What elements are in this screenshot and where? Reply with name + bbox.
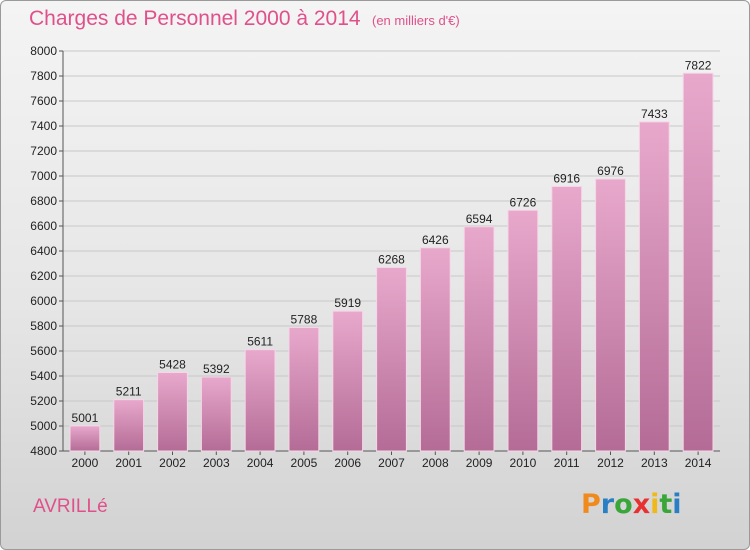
y-tick-label: 6600 xyxy=(30,219,57,233)
x-tick-label: 2003 xyxy=(203,456,230,470)
y-tick-label: 5400 xyxy=(30,369,57,383)
bar-2007 xyxy=(376,267,407,452)
data-label-2012: 6976 xyxy=(597,164,624,178)
x-tick-label: 2012 xyxy=(597,456,624,470)
data-label-2002: 5428 xyxy=(159,358,186,372)
data-label-2000: 5001 xyxy=(72,411,99,425)
data-label-2007: 6268 xyxy=(378,253,405,267)
y-tick-label: 5800 xyxy=(30,319,57,333)
data-label-2008: 6426 xyxy=(422,233,449,247)
logo-letter: o xyxy=(614,489,633,520)
axes: 4800 5000 5200 5400 5600 5800 6000 6200 6400 6600… xyxy=(30,44,720,470)
bar-2008 xyxy=(419,247,451,452)
bar-2000 xyxy=(69,425,101,452)
bar-2002 xyxy=(157,372,188,452)
y-tick-label: 7800 xyxy=(30,69,57,83)
x-tick-label: 2013 xyxy=(641,456,668,470)
x-tick-label: 2006 xyxy=(334,456,361,470)
bar-2003 xyxy=(200,376,232,452)
y-tick-label: 5000 xyxy=(30,419,57,433)
chart-subtitle: (en milliers d'€) xyxy=(372,13,460,28)
data-label-2005: 5788 xyxy=(291,313,318,327)
x-tick-label: 2005 xyxy=(291,456,318,470)
x-tick-label: 2004 xyxy=(247,456,274,470)
data-label-2006: 5919 xyxy=(334,296,361,310)
x-tick-label: 2014 xyxy=(685,456,712,470)
logo-letter: P xyxy=(581,489,601,520)
logo-letter: r xyxy=(600,489,615,520)
y-tick-label: 6200 xyxy=(30,269,57,283)
x-tick-label: 2002 xyxy=(159,456,186,470)
x-tick-label: 2010 xyxy=(510,456,537,470)
y-tick-label: 5600 xyxy=(30,344,57,358)
y-tick-label: 7400 xyxy=(30,119,57,133)
logo-letter: x xyxy=(632,489,651,520)
y-tick-label: 7600 xyxy=(30,94,57,108)
bar-2004 xyxy=(244,349,276,452)
bar-2014 xyxy=(682,72,714,452)
data-label-2003: 5392 xyxy=(203,362,230,376)
data-label-2013: 7433 xyxy=(641,107,668,121)
data-label-2004: 5611 xyxy=(247,335,273,349)
commune-name: AVRILLé xyxy=(33,496,108,517)
x-tick-label: 2011 xyxy=(554,456,580,470)
x-tick-label: 2008 xyxy=(422,456,449,470)
y-tick-label: 4800 xyxy=(30,444,57,458)
data-label-2001: 5211 xyxy=(116,385,142,399)
x-tick-label: 2009 xyxy=(466,456,493,470)
chart-title: Charges de Personnel 2000 à 2014 xyxy=(29,7,361,30)
data-label-2010: 6726 xyxy=(510,195,537,209)
x-tick-label: 2001 xyxy=(115,456,142,470)
y-tick-label: 7200 xyxy=(30,144,57,158)
bar-2013 xyxy=(638,121,670,452)
data-labels: 5001 5211 5428 5392 5611 5788 5919 6268 6426 6594… xyxy=(72,58,712,425)
bar-2009 xyxy=(463,226,495,452)
bar-2005 xyxy=(288,327,320,452)
bar-2012 xyxy=(595,178,626,452)
y-tick-label: 6000 xyxy=(30,294,57,308)
x-tick-label: 2007 xyxy=(378,456,405,470)
proxiti-logo: Proxiti xyxy=(581,489,682,520)
logo-letter: i xyxy=(650,489,660,520)
bar-2001 xyxy=(113,399,145,452)
y-tick-label: 5200 xyxy=(30,394,57,408)
data-label-2009: 6594 xyxy=(466,212,493,226)
data-label-2011: 6916 xyxy=(553,172,580,186)
y-tick-label: 8000 xyxy=(30,44,57,58)
y-tick-label: 6800 xyxy=(30,194,57,208)
data-label-2014: 7822 xyxy=(685,58,712,72)
bar-2010 xyxy=(507,209,539,452)
bar-2006 xyxy=(332,310,364,452)
logo-letter: i xyxy=(672,489,682,520)
bar-2011 xyxy=(551,186,583,452)
logo-letter: t xyxy=(659,489,673,520)
y-tick-label: 7000 xyxy=(30,169,57,183)
y-tick-label: 6400 xyxy=(30,244,57,258)
x-tick-label: 2000 xyxy=(72,456,99,470)
bars xyxy=(69,72,714,452)
